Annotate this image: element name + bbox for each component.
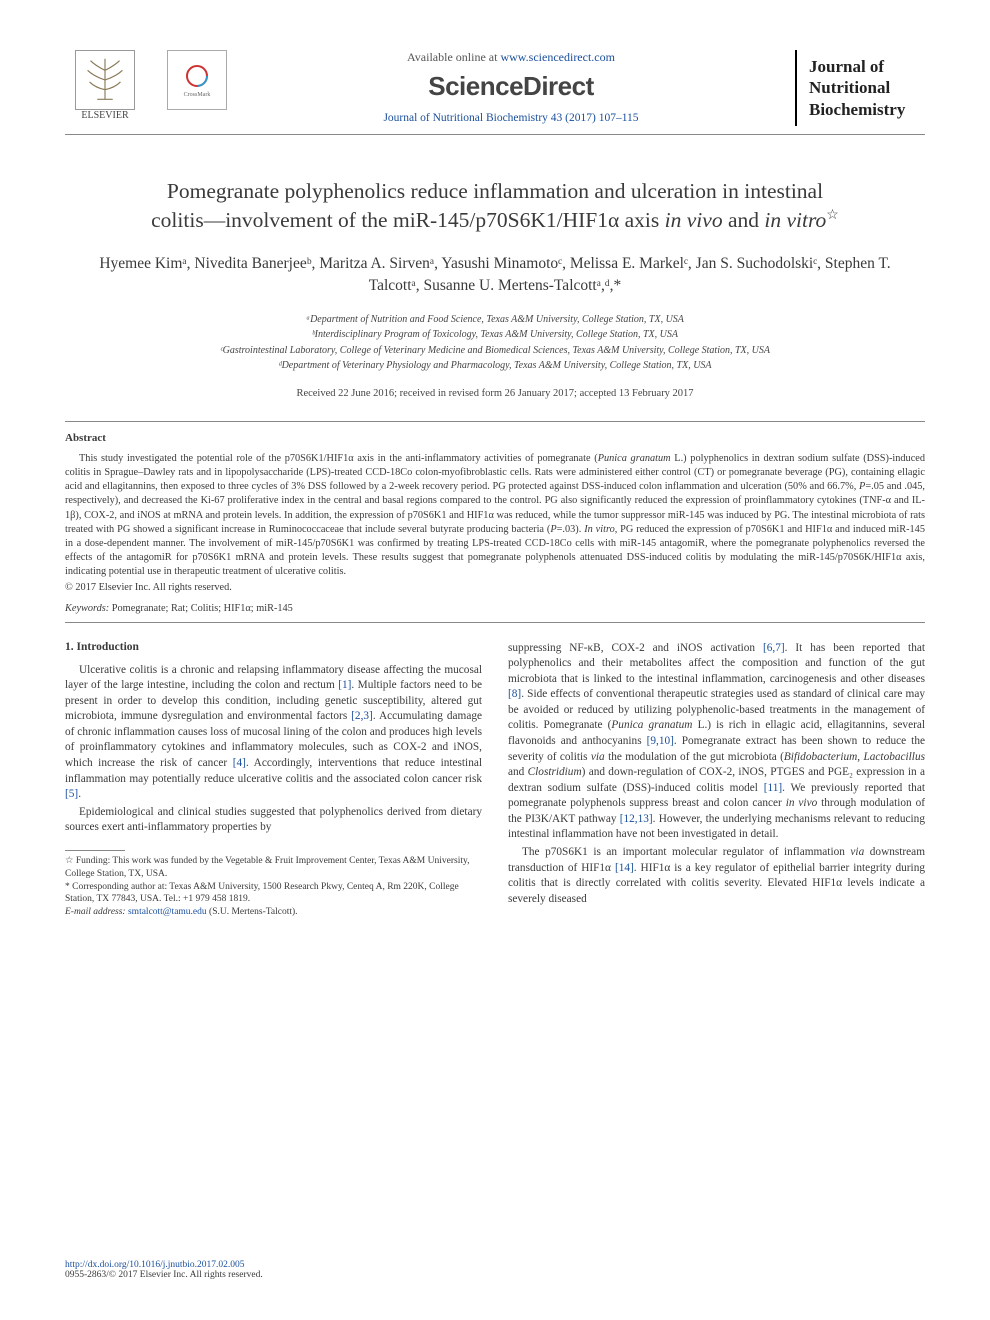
author-list: Hyemee Kimᵃ, Nivedita Banerjeeᵇ, Maritza… — [95, 253, 895, 298]
article-title: Pomegranate polyphenolics reduce inflamm… — [95, 177, 895, 235]
c2p1h: and — [508, 766, 528, 778]
abstract-d: =.03). — [557, 524, 585, 535]
c2ital1: Punica granatum — [611, 719, 692, 731]
c1p1e: . — [78, 788, 81, 800]
elsevier-tree-icon — [75, 50, 135, 110]
abstract-ital1: Punica granatum — [598, 453, 671, 464]
c2p2ital1: via — [850, 846, 864, 858]
c2ital6: in vivo — [786, 797, 818, 809]
affiliation-d: ᵈDepartment of Veterinary Physiology and… — [65, 358, 925, 374]
c2ital5: Clostridium — [528, 766, 582, 778]
col1-text: Ulcerative colitis is a chronic and rela… — [65, 663, 482, 836]
footnotes: ☆ Funding: This work was funded by the V… — [65, 855, 482, 919]
journal-line3: Biochemistry — [809, 99, 925, 120]
title-ital1: in vivo — [665, 208, 723, 232]
ref-5[interactable]: [5] — [65, 788, 78, 800]
section-1-heading: 1. Introduction — [65, 641, 482, 653]
doi-link[interactable]: http://dx.doi.org/10.1016/j.jnutbio.2017… — [65, 1260, 245, 1270]
keywords: Keywords: Pomegranate; Rat; Colitis; HIF… — [65, 603, 925, 614]
ref-1[interactable]: [1] — [338, 679, 351, 691]
footnote-funding: ☆ Funding: This work was funded by the V… — [65, 855, 482, 881]
ref-11[interactable]: [11] — [764, 782, 782, 794]
keywords-text: Pomegranate; Rat; Colitis; HIF1α; miR-14… — [109, 603, 293, 614]
abstract-a: This study investigated the potential ro… — [79, 453, 598, 464]
ref-2-3[interactable]: [2,3] — [351, 710, 373, 722]
c2p1a: suppressing NF-κB, COX-2 and iNOS activa… — [508, 642, 763, 654]
affiliation-c: ᶜGastrointestinal Laboratory, College of… — [65, 343, 925, 359]
title-ital2: in vitro — [764, 208, 826, 232]
header-center: Available online at www.sciencedirect.co… — [227, 50, 795, 124]
divider — [65, 622, 925, 623]
footnote-corresponding: * Corresponding author at: Texas A&M Uni… — [65, 881, 482, 907]
sciencedirect-logo: ScienceDirect — [247, 71, 775, 102]
ref-8[interactable]: [8] — [508, 688, 521, 700]
c2ital4: Lactobacillus — [863, 751, 925, 763]
title-line2a: colitis—involvement of the miR-145/p70S6… — [151, 208, 665, 232]
email-suffix: (S.U. Mertens-Talcott). — [207, 907, 298, 917]
elsevier-label: ELSEVIER — [65, 110, 145, 121]
ref-14[interactable]: [14] — [615, 862, 634, 874]
email-link[interactable]: smtalcott@tamu.edu — [126, 907, 207, 917]
abstract-heading: Abstract — [65, 432, 925, 444]
page-header: ELSEVIER CrossMark Available online at w… — [65, 50, 925, 135]
ref-9-10[interactable]: [9,10] — [647, 735, 674, 747]
c2ital3: Bifidobacterium — [784, 751, 857, 763]
journal-line1: Journal of — [809, 56, 925, 77]
issn-copyright: 0955-2863/© 2017 Elsevier Inc. All right… — [65, 1270, 263, 1280]
title-star: ☆ — [826, 208, 839, 223]
sciencedirect-url[interactable]: www.sciencedirect.com — [500, 50, 615, 64]
available-online: Available online at www.sciencedirect.co… — [247, 50, 775, 65]
ref-12-13[interactable]: [12,13] — [620, 813, 653, 825]
abstract-body: This study investigated the potential ro… — [65, 452, 925, 580]
page-footer: http://dx.doi.org/10.1016/j.jnutbio.2017… — [65, 1260, 925, 1280]
journal-line2: Nutritional — [809, 77, 925, 98]
crossmark-icon[interactable]: CrossMark — [167, 50, 227, 110]
footnote-rule — [65, 850, 125, 851]
body-columns: 1. Introduction Ulcerative colitis is a … — [65, 641, 925, 919]
abstract-ital4: In vitro — [584, 524, 615, 535]
abstract-copyright: © 2017 Elsevier Inc. All rights reserved… — [65, 582, 925, 593]
c2ital2: via — [591, 751, 605, 763]
column-right: suppressing NF-κB, COX-2 and iNOS activa… — [508, 641, 925, 919]
affiliation-a: ᵃDepartment of Nutrition and Food Scienc… — [65, 312, 925, 328]
available-online-prefix: Available online at — [407, 50, 500, 64]
affiliation-b: ᵇInterdisciplinary Program of Toxicology… — [65, 327, 925, 343]
ref-4[interactable]: [4] — [233, 757, 246, 769]
ref-6-7[interactable]: [6,7] — [763, 642, 785, 654]
affiliations: ᵃDepartment of Nutrition and Food Scienc… — [65, 312, 925, 374]
title-line1: Pomegranate polyphenolics reduce inflamm… — [167, 179, 823, 203]
svg-text:CrossMark: CrossMark — [184, 92, 211, 98]
col2-text: suppressing NF-κB, COX-2 and iNOS activa… — [508, 641, 925, 908]
article-dates: Received 22 June 2016; received in revis… — [65, 388, 925, 399]
c1p2a: Epidemiological and clinical studies sug… — [65, 806, 482, 834]
divider — [65, 421, 925, 422]
journal-reference[interactable]: Journal of Nutritional Biochemistry 43 (… — [247, 112, 775, 124]
elsevier-logo: ELSEVIER — [65, 50, 145, 121]
column-left: 1. Introduction Ulcerative colitis is a … — [65, 641, 482, 919]
c2p1f: the modulation of the gut microbiota ( — [605, 751, 784, 763]
journal-title-box: Journal of Nutritional Biochemistry — [795, 50, 925, 126]
keywords-label: Keywords: — [65, 603, 109, 614]
c2p2a: The p70S6K1 is an important molecular re… — [522, 846, 850, 858]
title-line2b: and — [723, 208, 765, 232]
email-label: E-mail address: — [65, 907, 126, 917]
